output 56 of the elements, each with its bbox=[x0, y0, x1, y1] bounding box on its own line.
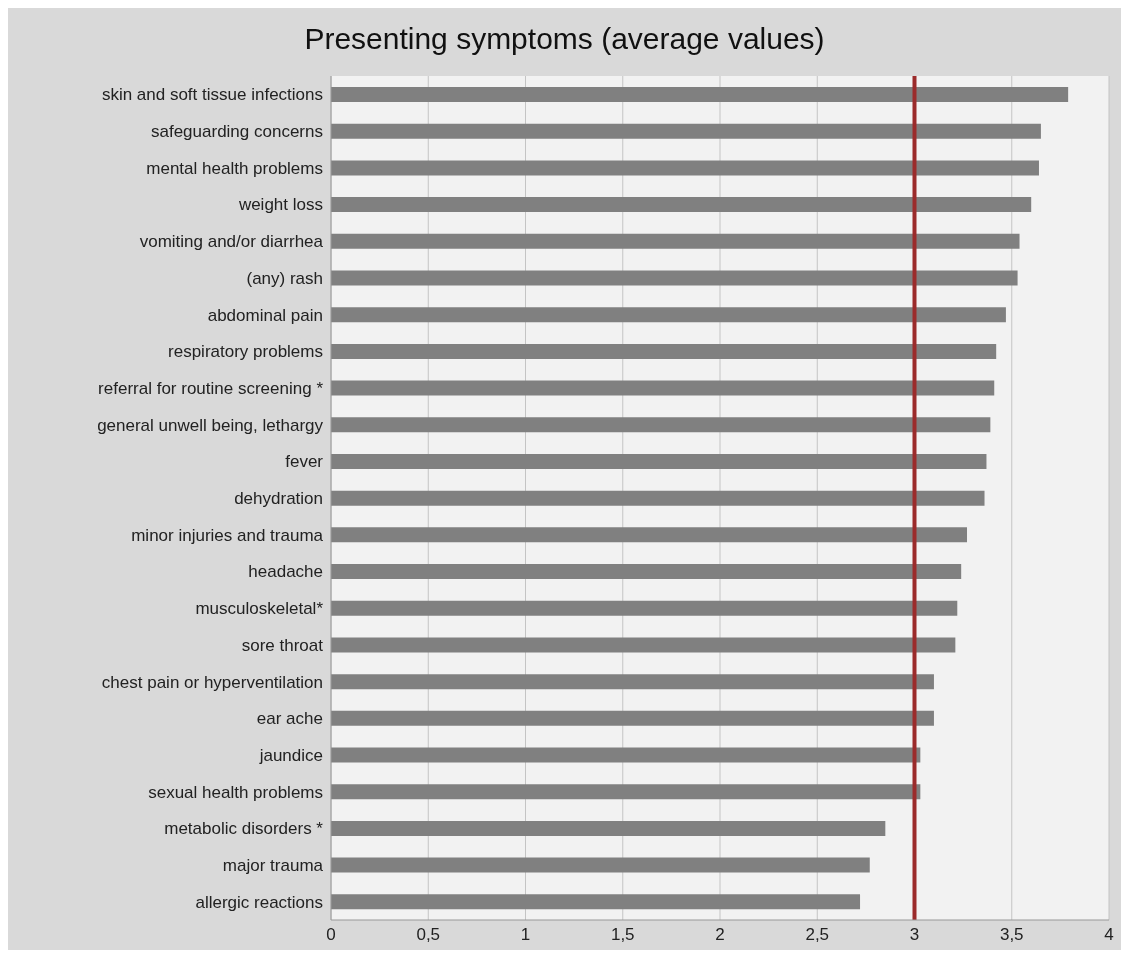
y-tick-label: safeguarding concerns bbox=[150, 122, 323, 142]
bar bbox=[331, 674, 934, 690]
y-tick-label: vomiting and/or diarrhea bbox=[139, 232, 324, 252]
bar bbox=[331, 233, 1020, 249]
bar bbox=[331, 820, 886, 836]
x-tick-label: 3,5 bbox=[999, 925, 1024, 945]
bar bbox=[331, 747, 921, 763]
y-tick-label: mental health problems bbox=[146, 158, 323, 178]
bar bbox=[331, 637, 956, 653]
y-tick-label: abdominal pain bbox=[207, 305, 323, 325]
bar bbox=[331, 307, 1006, 323]
x-tick-label: 2,5 bbox=[805, 925, 830, 945]
y-tick-label: allergic reactions bbox=[195, 892, 323, 912]
y-tick-label: sore throat bbox=[241, 635, 324, 655]
y-tick-label: chest pain or hyperventilation bbox=[101, 672, 323, 692]
x-tick-label: 2 bbox=[715, 925, 725, 945]
y-tick-label: musculoskeletal* bbox=[195, 599, 324, 619]
y-tick-label: weight loss bbox=[237, 195, 323, 215]
bar bbox=[331, 600, 958, 616]
x-tick-label: 1 bbox=[520, 925, 531, 945]
bar bbox=[331, 564, 962, 580]
x-tick-label: 1,5 bbox=[610, 925, 635, 945]
y-tick-label: minor injuries and trauma bbox=[131, 525, 324, 545]
bar bbox=[331, 453, 987, 469]
bar bbox=[331, 894, 861, 910]
bar bbox=[331, 784, 921, 800]
bar bbox=[331, 710, 934, 726]
bar bbox=[331, 197, 1032, 213]
bar bbox=[331, 123, 1041, 139]
y-tick-label: skin and soft tissue infections bbox=[101, 85, 323, 105]
chart-title: Presenting symptoms (average values) bbox=[303, 21, 826, 57]
y-tick-label: metabolic disorders * bbox=[164, 819, 324, 839]
y-tick-label: major trauma bbox=[222, 855, 324, 875]
y-tick-label: general unwell being, lethargy bbox=[97, 415, 324, 435]
y-tick-label: sexual health problems bbox=[148, 782, 323, 802]
y-tick-label: (any) rash bbox=[246, 268, 323, 288]
bar bbox=[331, 417, 991, 433]
y-tick-label: dehydration bbox=[234, 489, 323, 509]
bar bbox=[331, 270, 1018, 286]
bar bbox=[331, 490, 985, 506]
x-tick-label: 3 bbox=[909, 925, 920, 945]
bar bbox=[331, 857, 870, 873]
y-tick-label: headache bbox=[248, 562, 323, 582]
bar bbox=[331, 160, 1039, 176]
y-tick-label: fever bbox=[285, 452, 324, 472]
x-tick-label: 0,5 bbox=[416, 925, 441, 945]
bar bbox=[331, 87, 1069, 103]
bar bbox=[331, 380, 995, 396]
y-tick-label: respiratory problems bbox=[168, 342, 323, 362]
x-tick-label: 4 bbox=[1104, 925, 1114, 945]
bar bbox=[331, 343, 997, 359]
x-tick-label: 0 bbox=[326, 925, 336, 945]
y-tick-label: ear ache bbox=[256, 709, 323, 729]
y-tick-label: jaundice bbox=[258, 745, 323, 765]
y-tick-label: referral for routine screening * bbox=[98, 378, 324, 398]
bar bbox=[331, 527, 968, 543]
